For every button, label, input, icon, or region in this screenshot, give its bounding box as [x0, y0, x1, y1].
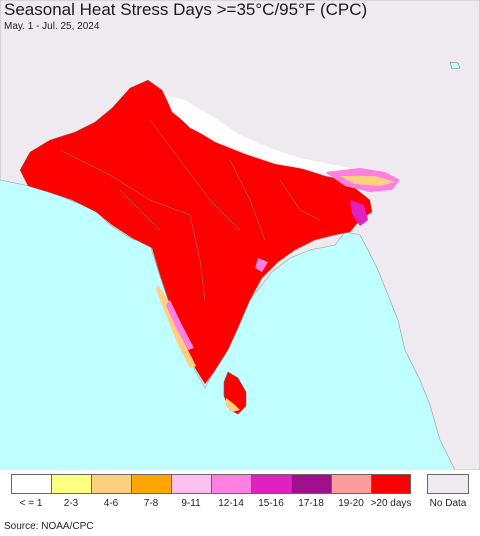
legend-swatch: [11, 474, 51, 494]
legend-label: 17-18: [298, 498, 324, 509]
northeast-fringe-2: [340, 176, 395, 186]
bangladesh-fringe: [350, 200, 368, 226]
legend-swatch: [371, 474, 411, 494]
source-credit: Source: NOAA/CPC: [4, 521, 94, 532]
legend-item: 12-14: [211, 474, 251, 509]
legend-label: 9-11: [181, 498, 201, 509]
western-ghats-fringe-2: [166, 300, 194, 350]
map: [0, 0, 480, 470]
legend-swatch: [291, 474, 331, 494]
legend-no-data-label: No Data: [429, 498, 467, 509]
legend-item: 9-11: [171, 474, 211, 509]
legend-swatch: [131, 474, 171, 494]
legend-no-data-swatch: [427, 474, 469, 494]
legend-item: 2-3: [51, 474, 91, 509]
sri-lanka-cool: [226, 398, 240, 412]
lake-glyph: [449, 61, 461, 70]
legend-item: 17-18: [291, 474, 331, 509]
east-coast-fringe: [255, 258, 268, 272]
map-canvas: [0, 0, 480, 470]
legend-item: < = 1: [11, 474, 51, 509]
legend: < = 1 2-3 4-6 7-8 9-11 12-14 15-16 17-18 19-20 >2…: [11, 474, 411, 509]
legend-label: 4-6: [103, 498, 119, 509]
legend-label: 7-8: [143, 498, 159, 509]
legend-item: 19-20: [331, 474, 371, 509]
legend-swatch: [51, 474, 91, 494]
date-range: May. 1 - Jul. 25, 2024: [4, 21, 100, 32]
legend-swatch: [251, 474, 291, 494]
legend-label: 15-16: [258, 498, 284, 509]
legend-item: 15-16: [251, 474, 291, 509]
legend-label: 19-20: [338, 498, 364, 509]
state-borders: [59, 119, 321, 301]
legend-item: >20 days: [371, 474, 411, 509]
legend-no-data: No Data: [427, 474, 469, 509]
legend-item: 4-6: [91, 474, 131, 509]
legend-swatch: [331, 474, 371, 494]
legend-swatch: [91, 474, 131, 494]
page-title: Seasonal Heat Stress Days >=35°C/95°F (C…: [4, 0, 368, 19]
legend-label: 2-3: [63, 498, 79, 509]
legend-item: 7-8: [131, 474, 171, 509]
legend-swatch: [211, 474, 251, 494]
legend-label: >20 days: [370, 498, 412, 509]
legend-label: < = 1: [19, 498, 43, 509]
legend-swatch: [171, 474, 211, 494]
legend-label: 12-14: [218, 498, 244, 509]
himalaya-fringe: [165, 95, 350, 176]
